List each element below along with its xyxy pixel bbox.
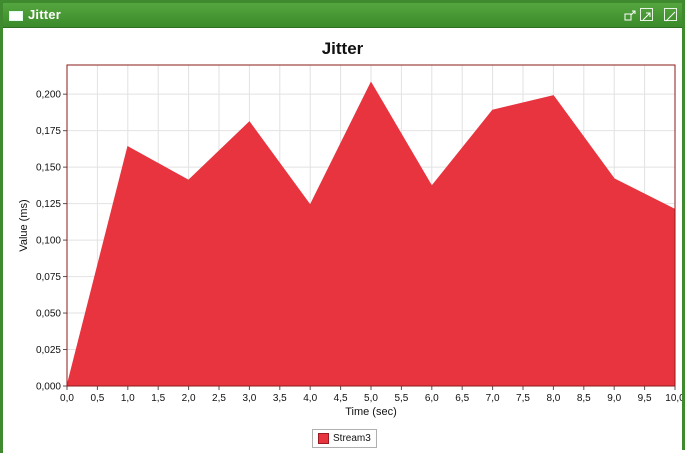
- y-tick-label: 0,025: [36, 345, 61, 356]
- x-tick-label: 2,5: [212, 393, 226, 404]
- legend-label-stream3: Stream3: [333, 433, 371, 444]
- y-tick-label: 0,200: [36, 90, 61, 101]
- x-tick-label: 8,0: [546, 393, 560, 404]
- title-bar[interactable]: Jitter: [3, 3, 682, 28]
- window-title: Jitter: [28, 7, 61, 22]
- x-tick-label: 4,0: [303, 393, 317, 404]
- x-tick-label: 10,0: [665, 393, 682, 404]
- y-tick-label: 0,050: [36, 309, 61, 320]
- x-tick-label: 6,0: [425, 393, 439, 404]
- x-tick-label: 2,0: [182, 393, 196, 404]
- x-tick-label: 4,5: [334, 393, 348, 404]
- x-tick-label: 6,5: [455, 393, 469, 404]
- restore-icon[interactable]: [623, 8, 636, 21]
- close-icon[interactable]: [664, 8, 677, 21]
- x-tick-label: 0,5: [90, 393, 104, 404]
- x-tick-label: 9,0: [607, 393, 621, 404]
- status-strip: [3, 450, 685, 456]
- x-tick-label: 8,5: [577, 393, 591, 404]
- legend[interactable]: Stream3: [312, 429, 377, 448]
- y-tick-label: 0,000: [36, 382, 61, 393]
- x-tick-label: 5,0: [364, 393, 378, 404]
- jitter-chart: 0,000 0,025 0,050 0,075 0,100 0,125 0,150 0,175…: [3, 27, 682, 450]
- x-tick-label: 3,5: [273, 393, 287, 404]
- window-icon: [9, 11, 23, 21]
- y-tick-label: 0,075: [36, 272, 61, 283]
- y-axis-label: Value (ms): [18, 199, 30, 251]
- x-tick-label: 9,5: [638, 393, 652, 404]
- x-tick-label: 1,0: [121, 393, 135, 404]
- legend-swatch-stream3: [318, 433, 329, 444]
- y-tick-label: 0,150: [36, 163, 61, 174]
- x-axis-label: Time (sec): [345, 406, 397, 418]
- x-tick-label: 7,5: [516, 393, 530, 404]
- y-tick-label: 0,100: [36, 236, 61, 247]
- x-tick-label: 3,0: [242, 393, 256, 404]
- x-tick-label: 5,5: [394, 393, 408, 404]
- maximize-icon[interactable]: [640, 8, 653, 21]
- y-tick-label: 0,175: [36, 126, 61, 137]
- x-tick-label: 1,5: [151, 393, 165, 404]
- y-tick-label: 0,125: [36, 199, 61, 210]
- x-tick-label: 0,0: [60, 393, 74, 404]
- x-tick-label: 7,0: [486, 393, 500, 404]
